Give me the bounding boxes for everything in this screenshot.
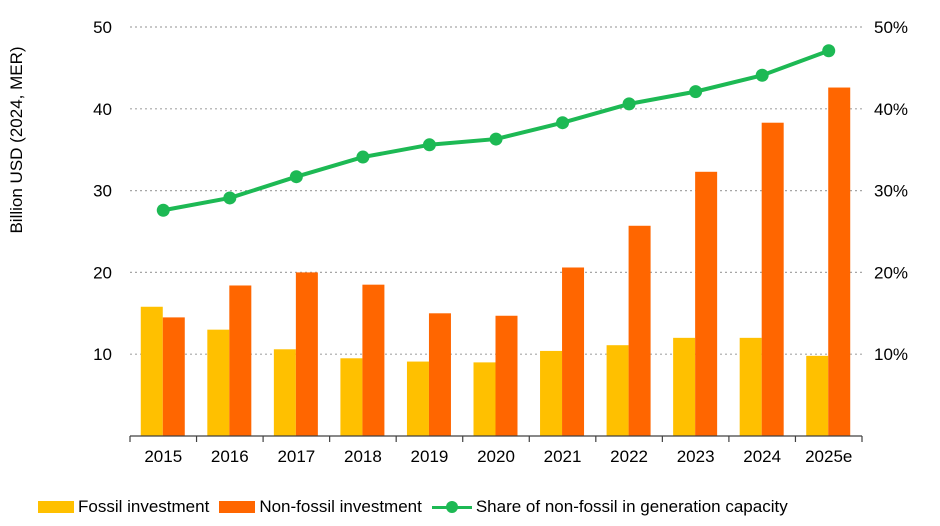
x-tick-label: 2023: [677, 447, 715, 466]
x-tick-label: 2017: [277, 447, 315, 466]
bar-fossil: [207, 329, 230, 436]
y-tick-label: 40: [93, 100, 112, 119]
y-axis-label: Billion USD (2024, MER): [7, 46, 26, 233]
bar-nonfossil: [828, 87, 851, 437]
bar-nonfossil: [162, 317, 185, 436]
x-tick-label: 2022: [610, 447, 648, 466]
bar-nonfossil: [295, 272, 318, 436]
bar-fossil: [673, 337, 696, 436]
bar-fossil: [140, 306, 163, 436]
legend-share-label: Share of non-fossil in generation capaci…: [475, 497, 788, 516]
bar-fossil: [340, 358, 363, 436]
x-tick-label: 2024: [743, 447, 781, 466]
y2-tick-label: 40%: [874, 100, 908, 119]
tick-labels: 10 10% 20 20% 30 30% 40 40% 50 50% 2015 2016 2017 201…: [93, 18, 908, 466]
bar-nonfossil: [695, 171, 718, 436]
y-tick-label: 20: [93, 263, 112, 282]
share-point: [556, 116, 570, 130]
share-point: [223, 191, 237, 205]
legend-fossil-label: Fossil investment: [78, 497, 210, 516]
bar-fossil: [739, 337, 762, 436]
share-point: [622, 97, 636, 111]
share-point: [356, 150, 370, 164]
bar-nonfossil: [495, 315, 518, 436]
legend-share-swatch: [431, 500, 472, 514]
bar-nonfossil: [362, 284, 385, 436]
y2-tick-label: 50%: [874, 18, 908, 37]
bar-nonfossil: [562, 267, 585, 436]
legend-nonfossil-label: Non-fossil investment: [259, 497, 422, 516]
x-tick-label: 2018: [344, 447, 382, 466]
legend-share: Share of non-fossil in generation capaci…: [431, 497, 788, 517]
y2-tick-label: 10%: [874, 345, 908, 364]
bar-nonfossil: [229, 285, 252, 436]
bars-group: [140, 87, 851, 437]
share-line-group: [156, 44, 836, 217]
x-tick-label: 2020: [477, 447, 515, 466]
bar-nonfossil: [628, 225, 651, 436]
share-point: [689, 85, 703, 99]
x-tick-label: 2025e: [805, 447, 852, 466]
bar-nonfossil: [428, 313, 451, 436]
bar-fossil: [406, 361, 429, 436]
y2-tick-label: 30%: [874, 182, 908, 201]
bar-fossil: [540, 350, 563, 436]
legend-fossil-swatch: [38, 501, 74, 513]
share-point: [755, 68, 769, 82]
legend-nonfossil: Non-fossil investment: [219, 497, 422, 517]
x-tick-label: 2015: [144, 447, 182, 466]
bar-fossil: [273, 349, 296, 436]
y2-tick-label: 20%: [874, 263, 908, 282]
x-tick-label: 2021: [544, 447, 582, 466]
share-point: [156, 203, 170, 217]
y-tick-label: 30: [93, 182, 112, 201]
x-tick-label: 2016: [211, 447, 249, 466]
y-tick-label: 10: [93, 345, 112, 364]
y-tick-label: 50: [93, 18, 112, 37]
share-point: [289, 170, 303, 184]
x-axis: [129, 435, 863, 442]
bar-fossil: [806, 355, 829, 436]
legend-nonfossil-swatch: [219, 501, 256, 513]
share-point: [822, 44, 836, 58]
share-line: [162, 48, 830, 213]
legend-fossil: Fossil investment: [38, 497, 209, 517]
bar-fossil: [473, 362, 496, 436]
x-tick-label: 2019: [411, 447, 449, 466]
share-point: [422, 138, 436, 152]
bar-fossil: [606, 345, 629, 436]
bar-nonfossil: [761, 122, 784, 437]
legend: Fossil investment Non-fossil investment …: [38, 495, 798, 519]
share-point: [489, 132, 503, 146]
